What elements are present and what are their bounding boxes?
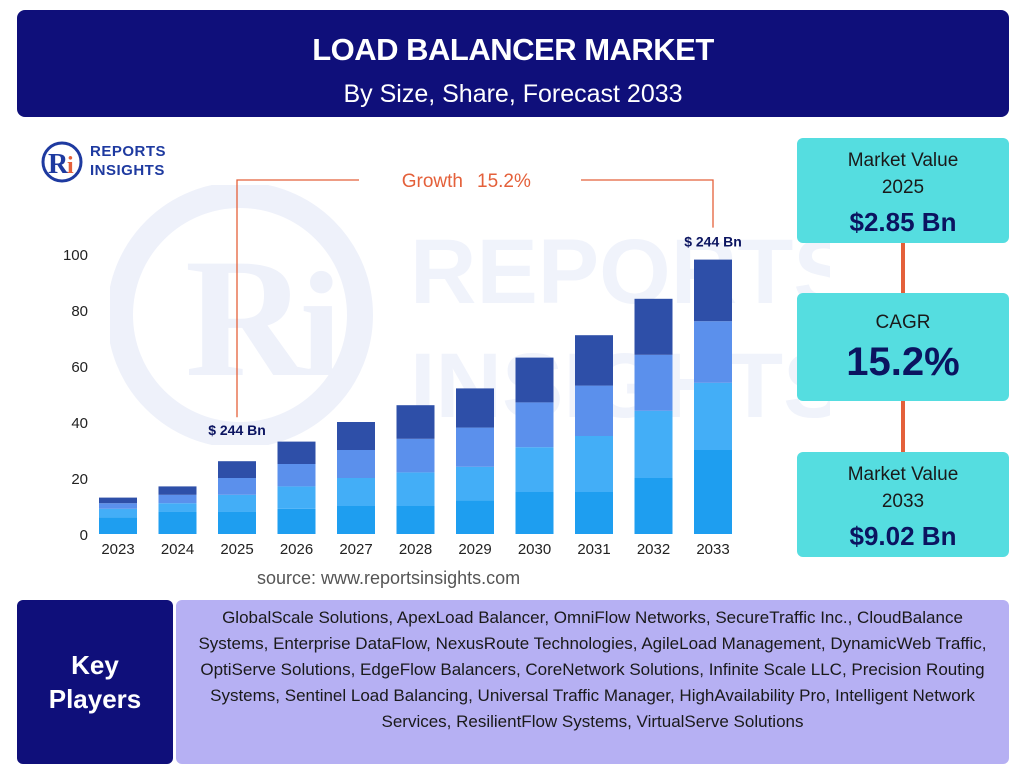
bar-segment — [456, 466, 494, 501]
bar-segment — [277, 508, 316, 534]
x-axis: 2023 2024 2025 2026 2027 2028 2029 2030 2031 2032… — [101, 541, 729, 558]
x-tick-label: 2025 — [220, 541, 253, 558]
bar-segment — [694, 321, 732, 383]
bar-segment — [456, 427, 494, 467]
bar-segment — [634, 410, 673, 478]
bar-segment — [575, 385, 613, 436]
bar-segment — [277, 486, 316, 509]
bar-segment — [158, 511, 197, 534]
bar-segment — [634, 354, 673, 411]
bar-segment — [694, 259, 732, 322]
header-banner: LOAD BALANCER MARKET By Size, Share, For… — [17, 10, 1009, 117]
bar-segment — [158, 486, 197, 495]
bar-segment — [694, 382, 732, 450]
x-tick-label: 2029 — [458, 541, 491, 558]
bar-group — [99, 259, 732, 534]
growth-value: 15.2% — [477, 171, 531, 192]
card-year: 2025 — [881, 177, 925, 198]
svg-text:i: i — [67, 153, 74, 179]
bar-segment — [515, 492, 554, 534]
card-value: 15.2% — [846, 340, 960, 384]
card-market-value-2033: Market Value 2033 $9.02 Bn — [797, 452, 1009, 557]
logo-mark-icon: R i — [41, 141, 83, 183]
bar-segment — [99, 517, 137, 534]
bar-segment — [99, 497, 137, 504]
page-subtitle: By Size, Share, Forecast 2033 — [343, 80, 683, 108]
bar-segment — [337, 506, 375, 534]
card-connector — [901, 401, 905, 452]
card-value: $9.02 Bn — [849, 521, 957, 551]
bar-segment — [575, 335, 613, 386]
bar-segment — [396, 472, 435, 506]
bar-segment — [694, 450, 732, 534]
bar-segment — [575, 492, 613, 534]
y-tick-label: 100 — [63, 247, 88, 264]
card-label: CAGR — [875, 312, 931, 333]
bar-segment — [337, 478, 375, 506]
bar-segment — [515, 402, 554, 448]
svg-text:R: R — [48, 149, 69, 180]
y-tick-label: 60 — [71, 359, 88, 376]
x-tick-label: 2023 — [101, 541, 134, 558]
bar-segment — [634, 478, 673, 534]
x-tick-label: 2026 — [280, 541, 313, 558]
bar-segment — [218, 494, 256, 512]
bar-segment — [396, 506, 435, 534]
growth-annotation: Growth 15.2% $ 244 Bn $ 244 Bn — [208, 171, 742, 438]
brand-logo: R i REPORTS INSIGHTS — [40, 140, 180, 184]
card-value: $2.85 Bn — [849, 207, 957, 237]
key-players-list: GlobalScale Solutions, ApexLoad Balancer… — [176, 600, 1009, 764]
key-players-label: Key Players — [17, 600, 173, 764]
growth-bracket-left — [236, 179, 359, 418]
card-label: Market Value — [847, 150, 959, 171]
card-year: 2033 — [881, 491, 925, 512]
bar-segment — [515, 447, 554, 492]
logo-text-line2: INSIGHTS — [90, 162, 165, 179]
x-tick-label: 2032 — [637, 541, 670, 558]
bar-segment — [158, 503, 197, 512]
growth-bracket-right — [581, 179, 714, 228]
x-tick-label: 2033 — [696, 541, 729, 558]
y-tick-label: 0 — [80, 527, 88, 544]
y-tick-label: 80 — [71, 303, 88, 320]
start-value-label: $ 244 Bn — [208, 422, 266, 438]
bar-segment — [396, 405, 435, 439]
logo-text-line1: REPORTS — [90, 143, 167, 160]
bar-segment — [515, 357, 554, 403]
bar-segment — [456, 500, 494, 534]
bar-segment — [337, 450, 375, 478]
bar-segment — [218, 478, 256, 495]
bar-segment — [456, 388, 494, 428]
x-tick-label: 2028 — [399, 541, 432, 558]
end-value-label: $ 244 Bn — [684, 234, 742, 250]
x-tick-label: 2024 — [161, 541, 194, 558]
x-tick-label: 2030 — [518, 541, 551, 558]
card-label: Market Value — [847, 464, 959, 485]
bar-segment — [634, 298, 673, 355]
bar-segment — [158, 494, 197, 504]
bar-segment — [277, 441, 316, 464]
y-tick-label: 20 — [71, 471, 88, 488]
x-tick-label: 2027 — [339, 541, 372, 558]
page-title: LOAD BALANCER MARKET — [312, 32, 714, 67]
y-axis: 0 20 40 60 80 100 — [63, 247, 88, 544]
bar-segment — [218, 511, 256, 534]
bar-segment — [396, 438, 435, 473]
card-cagr: CAGR 15.2% — [797, 293, 1009, 401]
growth-label: Growth — [402, 171, 463, 192]
bar-segment — [575, 436, 613, 492]
bar-segment — [218, 461, 256, 478]
card-market-value-2025: Market Value 2025 $2.85 Bn — [797, 138, 1009, 243]
card-connector — [901, 243, 905, 293]
source-note: source: www.reportsinsights.com — [257, 568, 521, 588]
bar-segment — [337, 422, 375, 450]
x-tick-label: 2031 — [577, 541, 610, 558]
bar-segment — [277, 464, 316, 487]
y-tick-label: 40 — [71, 415, 88, 432]
bar-segment — [99, 508, 137, 518]
bar-segment — [99, 503, 137, 509]
